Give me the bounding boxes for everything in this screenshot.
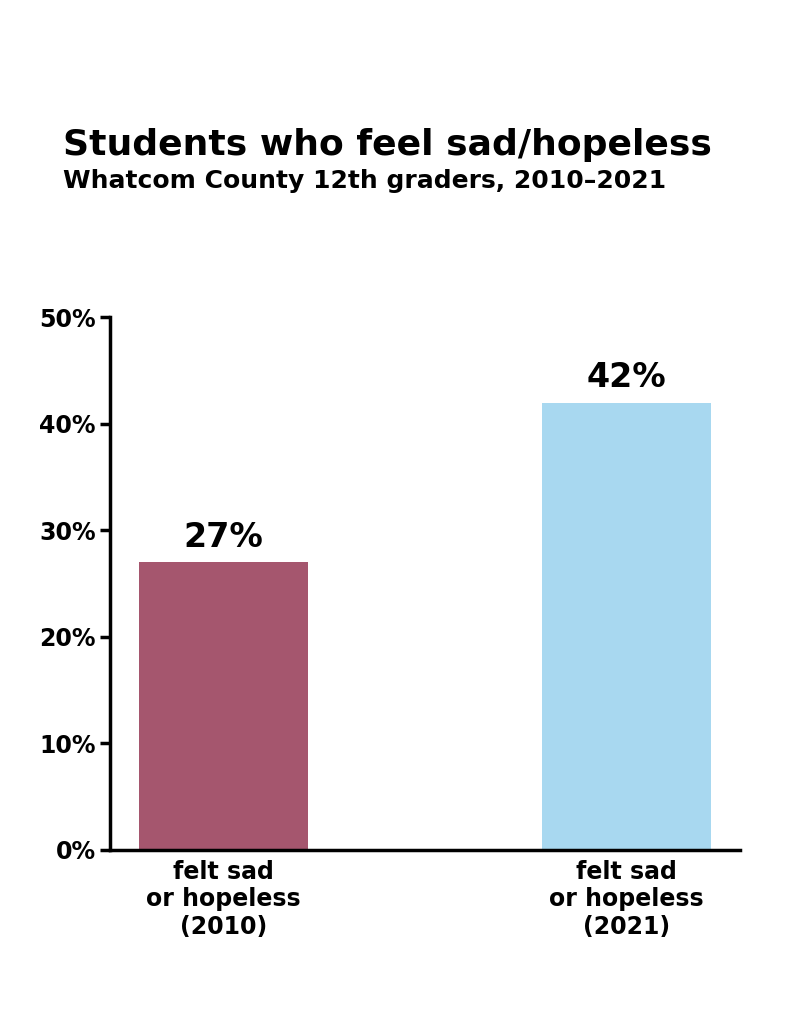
Text: 42%: 42% — [586, 361, 667, 394]
Bar — [139, 562, 308, 850]
Bar — [542, 402, 711, 850]
Text: Whatcom County 12th graders, 2010–2021: Whatcom County 12th graders, 2010–2021 — [63, 169, 666, 193]
Text: 27%: 27% — [183, 521, 264, 554]
Text: Students who feel sad/hopeless: Students who feel sad/hopeless — [63, 128, 711, 162]
